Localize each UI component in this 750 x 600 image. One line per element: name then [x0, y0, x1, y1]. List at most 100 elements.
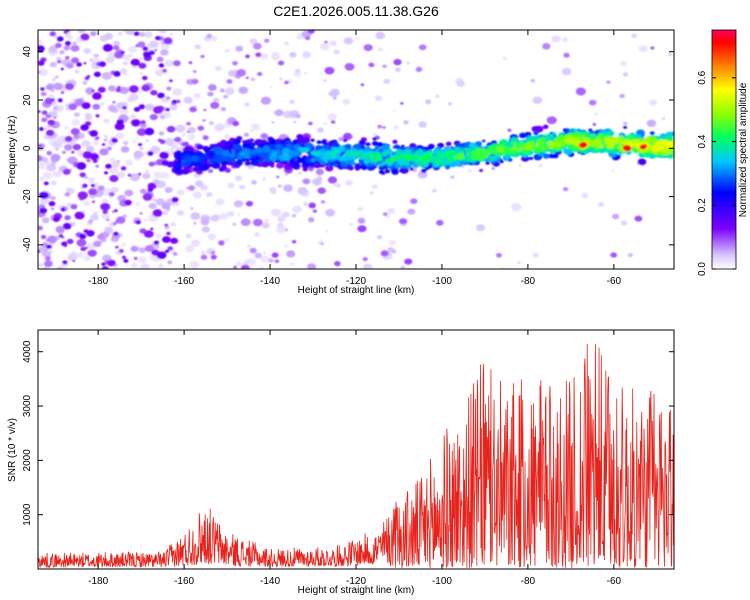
y-tick-label: 4000 — [22, 340, 33, 363]
heatmap-cell — [176, 99, 181, 104]
heatmap-cell — [84, 176, 89, 179]
heatmap-cell — [324, 162, 331, 167]
heatmap-cell — [116, 171, 126, 179]
heatmap-cell — [392, 145, 397, 149]
heatmap-cell — [46, 163, 57, 172]
heatmap-cell — [48, 201, 56, 207]
heatmap-cell — [276, 162, 284, 169]
heatmap-cell — [238, 86, 249, 95]
heatmap-cell — [120, 146, 130, 153]
heatmap-cell — [650, 46, 655, 50]
heatmap-cell — [41, 217, 50, 224]
heatmap-cell — [40, 234, 47, 240]
heatmap-cell — [171, 99, 177, 104]
heatmap-cell — [189, 106, 197, 113]
heatmap-cell — [129, 114, 137, 119]
heatmap-cell — [552, 132, 557, 136]
heatmap-cell — [183, 96, 193, 104]
heatmap-cell — [138, 32, 146, 37]
heatmap-cell — [237, 155, 242, 160]
heatmap-cell — [552, 142, 557, 146]
heatmap-cell — [362, 263, 373, 269]
heatmap-cell — [38, 155, 43, 162]
heatmap-cell — [565, 137, 575, 145]
heatmap-cell — [161, 43, 170, 50]
heatmap-cell — [397, 150, 404, 156]
heatmap-cell — [139, 57, 143, 60]
heatmap-cell — [284, 173, 288, 176]
heatmap-cell — [368, 62, 375, 68]
heatmap-cell — [135, 202, 140, 206]
heatmap-cell — [487, 152, 491, 155]
heatmap-cell — [355, 37, 360, 40]
heatmap-cell — [200, 54, 205, 59]
heatmap-cell — [439, 160, 443, 164]
heatmap-cell — [105, 163, 112, 169]
heatmap-cell — [317, 127, 324, 133]
heatmap-cell — [491, 167, 496, 170]
heatmap-cell — [57, 98, 63, 103]
heatmap-cell — [198, 164, 202, 167]
heatmap-cell — [295, 68, 301, 73]
figure-title: C2E1.2026.005.11.38.G26 — [273, 3, 439, 19]
heatmap-cell — [210, 251, 215, 255]
heatmap-cell — [56, 36, 64, 42]
heatmap-cell — [259, 266, 264, 269]
heatmap-cell — [52, 216, 60, 223]
heatmap-cell — [249, 142, 256, 147]
y-tick-label: -20 — [22, 189, 33, 204]
heatmap-cell — [381, 161, 387, 166]
heatmap-cell — [375, 148, 380, 153]
heatmap-cell — [639, 144, 647, 150]
x-tick-label: -60 — [607, 276, 622, 287]
heatmap-cell — [70, 204, 78, 210]
heatmap-cell — [291, 213, 297, 218]
heatmap-cell — [66, 238, 74, 244]
y-tick-label: 20 — [22, 94, 33, 106]
heatmap-cell — [262, 146, 271, 153]
heatmap-cell — [64, 32, 72, 39]
heatmap-cell — [271, 252, 279, 258]
colorbar-gradient — [711, 29, 737, 270]
heatmap-cell — [293, 157, 298, 161]
heatmap-cell — [232, 138, 241, 145]
heatmap-cell — [76, 162, 87, 170]
heatmap-cell — [517, 143, 524, 149]
heatmap-cell — [295, 114, 301, 119]
heatmap-cell — [138, 247, 147, 254]
heatmap-cell — [85, 87, 95, 95]
heatmap-cell — [649, 131, 655, 135]
heatmap-cell — [101, 72, 112, 80]
heatmap-cell — [292, 205, 302, 213]
heatmap-cell — [38, 250, 41, 253]
heatmap-cell — [73, 112, 80, 117]
heatmap-cell — [144, 31, 153, 38]
heatmap-cell — [290, 161, 299, 168]
heatmap-cell — [634, 142, 640, 147]
heatmap-cell — [174, 163, 181, 168]
heatmap-cell — [561, 37, 568, 42]
heatmap-cell — [274, 259, 280, 263]
heatmap-cell — [176, 189, 185, 196]
heatmap-cell — [110, 186, 119, 193]
heatmap-cell — [171, 197, 179, 203]
heatmap-cell — [445, 141, 452, 147]
heatmap-cell — [156, 174, 163, 179]
heatmap-cell — [534, 144, 539, 148]
heatmap-cell — [150, 227, 154, 231]
heatmap-cell — [581, 193, 589, 199]
heatmap-cell — [52, 106, 59, 111]
snr-y-axis-label: SNR (10 * v/v) — [7, 418, 18, 482]
heatmap-cell — [157, 138, 162, 142]
heatmap-cell — [219, 88, 225, 93]
heatmap-cell — [655, 147, 661, 152]
heatmap-cell — [38, 60, 45, 66]
heatmap-cell — [115, 132, 125, 140]
heatmap-cell — [86, 145, 95, 153]
heatmap-cell — [63, 45, 71, 51]
heatmap-cell — [190, 239, 200, 247]
heatmap-cell — [218, 240, 225, 246]
heatmap-cell — [563, 52, 570, 58]
heatmap-cell — [410, 198, 418, 204]
heatmap-cell — [261, 222, 270, 229]
